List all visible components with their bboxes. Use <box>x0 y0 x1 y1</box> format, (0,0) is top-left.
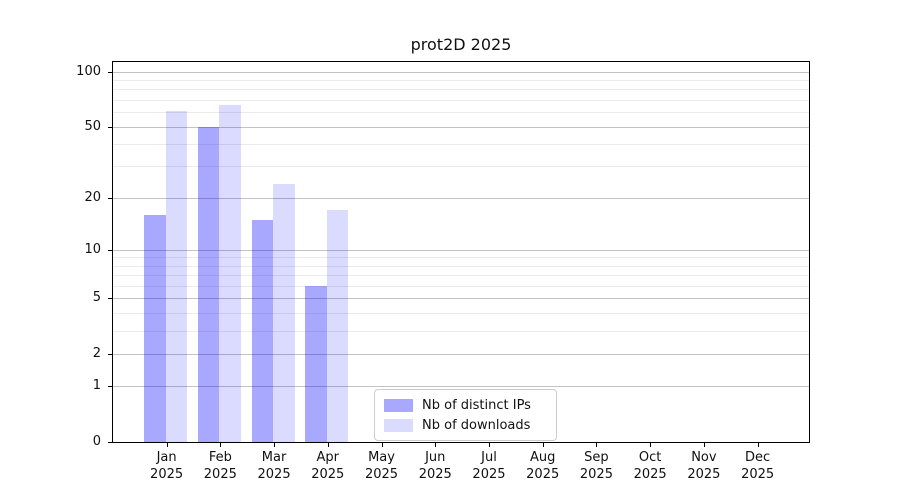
plot-area <box>112 61 810 443</box>
y-axis-tick <box>108 126 112 128</box>
grid-line-major <box>113 386 809 388</box>
grid-line-minor <box>113 144 809 146</box>
grid-line-minor <box>113 99 809 101</box>
legend-item-distinct-ips: Nb of distinct IPs <box>384 396 546 414</box>
x-axis-tick-year: 2025 <box>150 466 184 482</box>
grid-line-minor <box>113 285 809 287</box>
grid-line-minor <box>113 275 809 277</box>
legend-item-downloads: Nb of downloads <box>384 416 546 434</box>
y-axis-tick-label: 10 <box>84 241 101 257</box>
y-axis-tick <box>108 249 112 251</box>
x-axis-tick-label: Jun 2025 <box>400 450 470 483</box>
x-axis-tick-year: 2025 <box>257 466 291 482</box>
bar-distinct-ips <box>251 219 274 442</box>
x-axis-tick-year: 2025 <box>579 466 613 482</box>
legend-swatch-distinct-ips <box>384 398 413 412</box>
grid-line-major <box>113 298 809 300</box>
x-axis-tick <box>274 443 276 447</box>
grid-line-minor <box>113 257 809 259</box>
x-axis-tick-label: Sep 2025 <box>561 450 631 483</box>
legend-swatch-downloads <box>384 418 413 432</box>
grid-line-major <box>113 353 809 355</box>
x-axis-tick-year: 2025 <box>203 466 237 482</box>
x-axis-tick-label: Apr 2025 <box>293 450 363 483</box>
x-axis-tick <box>650 443 652 447</box>
x-axis-tick-label: Jul 2025 <box>454 450 524 483</box>
x-axis-tick <box>381 443 383 447</box>
x-axis-tick <box>488 443 490 447</box>
x-axis-tick-year: 2025 <box>364 466 399 482</box>
x-axis-tick-label: Mar 2025 <box>239 450 309 483</box>
legend-label-distinct-ips: Nb of distinct IPs <box>422 397 531 413</box>
grid-line-minor <box>113 265 809 267</box>
y-axis-tick-label: 5 <box>92 290 101 306</box>
x-axis-tick-label: Nov 2025 <box>669 450 739 483</box>
grid-line-major <box>113 71 809 73</box>
plot-inner <box>113 62 809 442</box>
x-axis-tick-label: Feb 2025 <box>185 450 255 483</box>
legend-label-downloads: Nb of downloads <box>422 417 531 433</box>
x-axis-tick-year: 2025 <box>418 466 452 482</box>
y-axis-tick <box>108 71 112 73</box>
bar-distinct-ips <box>305 285 327 442</box>
x-axis-tick <box>166 443 168 447</box>
grid-line-minor <box>113 312 809 314</box>
x-axis-tick <box>703 443 705 447</box>
x-axis-tick-year: 2025 <box>472 466 506 482</box>
bar-downloads <box>165 110 188 442</box>
chart-title: prot2D 2025 <box>410 35 512 54</box>
y-axis-tick-label: 0 <box>92 434 101 449</box>
x-axis-tick <box>327 443 329 447</box>
x-axis-tick-year: 2025 <box>311 466 345 482</box>
x-axis-tick <box>757 443 759 447</box>
x-axis-tick-year: 2025 <box>741 466 775 482</box>
grid-line-minor <box>113 80 809 82</box>
grid-line-minor <box>113 166 809 168</box>
grid-line-major <box>113 126 809 128</box>
x-axis-tick-year: 2025 <box>633 466 667 482</box>
x-axis-tick-label: Jan 2025 <box>132 450 202 483</box>
y-axis-tick-label: 100 <box>76 63 101 79</box>
y-axis-tick <box>108 298 112 300</box>
x-axis-tick-label: Aug 2025 <box>508 450 578 483</box>
grid-line-minor <box>113 330 809 332</box>
x-axis-tick <box>435 443 437 447</box>
y-axis-tick <box>108 197 112 199</box>
x-axis-tick <box>220 443 222 447</box>
x-axis-tick-year: 2025 <box>687 466 721 482</box>
x-axis-tick <box>596 443 598 447</box>
y-axis-tick-label: 1 <box>92 378 101 394</box>
x-axis-tick-label: Oct 2025 <box>615 450 685 483</box>
x-axis-tick-year: 2025 <box>526 466 560 482</box>
bar-downloads <box>273 183 295 442</box>
bar-downloads <box>219 104 241 442</box>
grid-line-major <box>113 249 809 251</box>
x-axis-tick-label: May 2025 <box>347 450 417 483</box>
y-axis-tick <box>108 442 112 443</box>
bar-distinct-ips <box>144 214 166 442</box>
grid-line-minor <box>113 112 809 114</box>
bar-distinct-ips <box>197 126 220 442</box>
y-axis-tick <box>108 353 112 355</box>
y-axis-tick <box>108 386 112 388</box>
x-axis-tick-label: Dec 2025 <box>723 450 793 483</box>
bar-downloads <box>326 210 349 442</box>
legend: Nb of distinct IPs Nb of downloads <box>374 389 557 441</box>
y-axis-tick-label: 20 <box>84 189 101 205</box>
grid-line-minor <box>113 89 809 91</box>
x-axis-tick <box>542 443 544 447</box>
y-axis-tick-label: 50 <box>84 118 101 134</box>
grid-line-major <box>113 197 809 199</box>
y-axis-tick-label: 2 <box>92 345 101 361</box>
